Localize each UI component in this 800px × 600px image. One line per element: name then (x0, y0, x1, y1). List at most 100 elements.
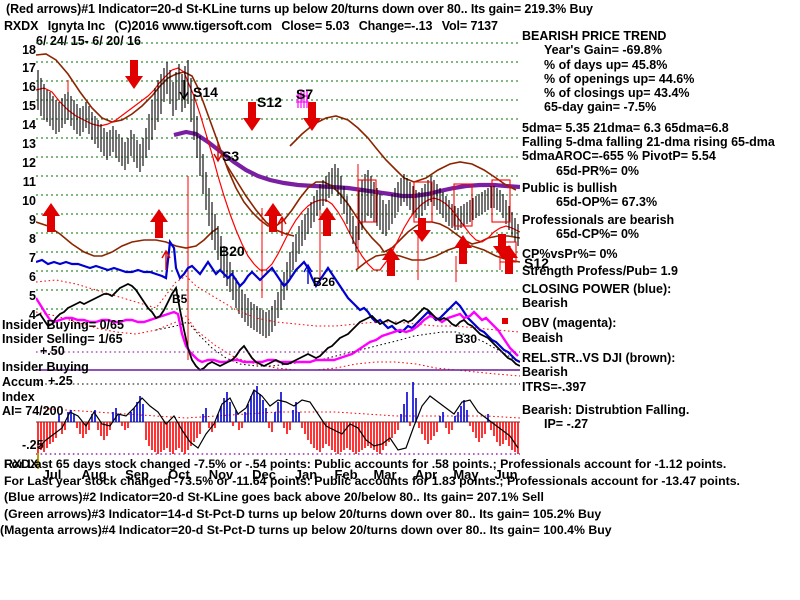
ytick-13: 13 (22, 137, 36, 151)
thin-arrow-down-s3 (213, 142, 223, 163)
thin-arrow-up-b26 (303, 263, 313, 284)
obv-secondary-black-line (36, 282, 520, 372)
obv-value: Beaish (522, 330, 563, 345)
month-oct: Oct (168, 467, 190, 482)
month-may: May (453, 467, 479, 482)
ytick-16: 16 (22, 80, 36, 94)
cp-vs-pr: CP%vsPr%= 0% (522, 247, 618, 262)
price-plot[interactable] (36, 30, 520, 455)
relstr-value: Bearish (522, 365, 568, 380)
accum-plus25-label: +.25 (48, 374, 73, 388)
ytick-12: 12 (22, 156, 36, 170)
signal-arrows (42, 60, 518, 324)
ytick-15: 15 (22, 99, 36, 113)
accum-minus25-label: -.25 (22, 438, 44, 452)
thin-arrow-down-s14 (179, 80, 189, 101)
ip-value: IP= -.27 (544, 417, 589, 432)
annotation-s7: S7 (296, 86, 314, 102)
closing-power-line (36, 238, 520, 363)
price-axis-labels: 18 17 16 15 14 13 12 11 10 9 8 7 6 5 4 (0, 30, 36, 455)
ma-21day-line (36, 53, 520, 254)
annotation-b30: B30 (455, 332, 478, 346)
annotation-s12-top: S12 (257, 94, 282, 110)
chart-canvas[interactable]: 18 17 16 15 14 13 12 11 10 9 8 7 6 5 4 (0, 30, 549, 482)
ytick-4: 4 (29, 308, 36, 322)
closing-power-title: CLOSING POWER (blue): (522, 281, 672, 296)
accum-plus50-label: +.50 (40, 344, 65, 358)
footer-line-3: (Blue arrows)#2 Indicator=20-d St-KLine … (4, 490, 544, 504)
annotation-s14: S14 (193, 84, 218, 100)
ytick-10: 10 (22, 194, 36, 208)
insider-buying-count-label: Insider Buying= 0/65 (2, 318, 124, 332)
month-dec: Dec (252, 467, 276, 482)
pct-openings-up: % of openings up= 44.6% (544, 71, 695, 86)
annotation-s3: S3 (222, 148, 240, 164)
footer-line-4: (Green arrows)#3 Indicator=14-d St-Pct-D… (4, 506, 602, 521)
professional-sentiment: Professionals are bearish (522, 212, 675, 227)
ytick-9: 9 (29, 213, 36, 227)
annotation-s12-right: S12 (524, 255, 549, 271)
annotation-b26: B26 (313, 275, 336, 289)
index-label: Index (2, 390, 35, 404)
ma-brown-fourth (355, 245, 520, 271)
footer-line-5: (Magenta arrows)#4 Indicator=20-d St-Pct… (0, 523, 612, 537)
month-mar: Mar (373, 467, 397, 482)
analysis-info-panel: BEARISH PRICE TREND Year's Gain= -69.8% … (522, 29, 798, 431)
accum-label: Accum (2, 375, 44, 389)
volume: Vol= 7137 (441, 19, 498, 33)
price-change: Change=-.13 (358, 19, 433, 33)
ytick-6: 6 (29, 270, 36, 284)
footer-notes: RXDX For Last 65 days stock changed -7.5… (0, 456, 800, 539)
copyright-notice: (C)2016 www.tigersoft.com (114, 19, 272, 33)
ma-brown-third (225, 163, 295, 237)
obv-title: OBV (magenta): (522, 316, 617, 331)
plot-svg (36, 42, 520, 455)
itrs-value: ITRS=-.397 (522, 379, 587, 394)
ma-5day-line (36, 67, 520, 271)
buy-arrow-up (42, 203, 518, 276)
accum-smoothing-line (37, 389, 519, 451)
magenta-signal-marker (296, 90, 309, 108)
month-apr: Apr (414, 467, 438, 482)
month-feb: Feb (334, 467, 358, 482)
closing-power-value: Bearish (522, 296, 568, 311)
indicator-1-header: (Red arrows)#1 Indicator=20-d St-KLine t… (6, 2, 593, 16)
footer-line-2: For Last year stock changed -73.5% or -1… (4, 473, 740, 488)
footer-line-1-row: RXDX For Last 65 days stock changed -7.5… (0, 456, 800, 473)
month-axis-labels: Jul Aug Sep Oct Nov Dec Jan Feb Mar Apr … (36, 467, 520, 485)
thin-arrow-up-b5-small (161, 249, 171, 270)
gain-65day: 65-day gain= -7.5% (544, 100, 657, 115)
strength-profess-pub: Strength Profess/Pub= 1.9 (522, 264, 678, 279)
insider-selling-count-label: Insider Selling= 1/65 (2, 332, 123, 346)
pr-65d: 65d-PR%= 0% (556, 163, 640, 178)
ytick-11: 11 (22, 175, 36, 189)
ytick-17: 17 (22, 61, 36, 75)
dma-values: 5dma= 5.35 21dma= 6.3 65dma=6.8 (522, 120, 729, 135)
month-sep: Sep (125, 467, 149, 482)
sell-arrow-down (125, 60, 511, 258)
accum-bars (37, 382, 519, 454)
company-name: Ignyta Inc (47, 19, 106, 33)
date-range-label: 6/ 24/ 15- 6/ 20/ 16 (36, 34, 141, 48)
op-65d: 65d-OP%= 67.3% (556, 195, 658, 210)
month-jun: Jun (494, 467, 518, 482)
cp-65d: 65d-CP%= 0% (556, 226, 640, 241)
trend-title: BEARISH PRICE TREND (522, 29, 667, 43)
insider-buying-label: Insider Buying (2, 360, 89, 374)
month-nov: Nov (208, 467, 234, 482)
pct-closings-up: % of closings up= 43.4% (544, 86, 690, 101)
pct-days-up: % of days up= 45.8% (544, 57, 668, 72)
relstr-title: REL.STR..VS DJI (brown): (522, 350, 676, 365)
ma-brown-lower-band (36, 221, 219, 257)
years-gain: Year's Gain= -69.8% (544, 43, 662, 58)
ytick-18: 18 (22, 43, 36, 57)
footer-overlay-ticker: RXDX (4, 457, 39, 471)
ticker-symbol: RXDX (4, 19, 39, 33)
ytick-5: 5 (29, 289, 36, 303)
month-jul: Jul (42, 467, 62, 482)
ticker-header-row: RXDX Ignyta Inc (C)2016 www.tigersoft.co… (4, 19, 504, 33)
axis-start-tick (37, 453, 39, 469)
thin-arrow-up-b20 (277, 215, 287, 236)
dotted-black-reference (155, 321, 520, 367)
ytick-14: 14 (22, 118, 36, 132)
